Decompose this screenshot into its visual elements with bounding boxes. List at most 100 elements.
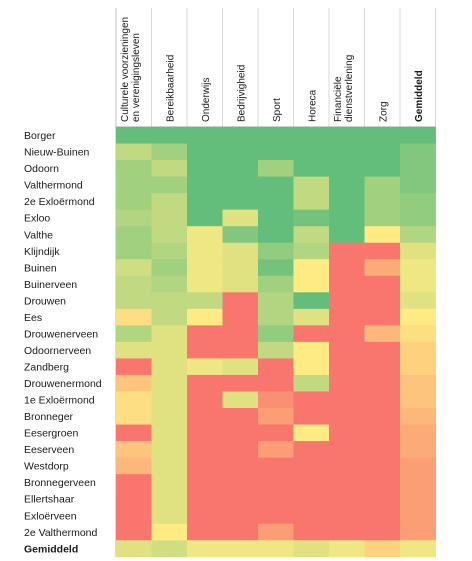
heatmap-cell bbox=[116, 275, 152, 293]
heatmap-cell bbox=[329, 408, 365, 425]
heatmap-cell bbox=[187, 127, 223, 144]
heatmap-cell bbox=[222, 259, 259, 277]
heatmap-cell bbox=[293, 441, 330, 458]
heatmap-cell bbox=[258, 193, 294, 211]
heatmap-cell bbox=[151, 226, 188, 244]
heatmap-cell bbox=[400, 143, 436, 161]
heatmap-cell bbox=[151, 374, 188, 392]
heatmap-cell bbox=[364, 540, 401, 558]
heatmap-cell bbox=[364, 209, 401, 227]
heatmap-cell bbox=[364, 226, 401, 244]
heatmap-cell bbox=[258, 259, 294, 277]
row-label: Bronnegerveen bbox=[24, 477, 96, 489]
heatmap-cell bbox=[151, 176, 188, 194]
heatmap-cell bbox=[151, 507, 188, 525]
heatmap-cell bbox=[151, 242, 188, 260]
row-label: 1e Exloërmond bbox=[24, 395, 95, 407]
heatmap-cell bbox=[293, 457, 330, 475]
heatmap-cell bbox=[329, 160, 365, 177]
heatmap-cell bbox=[400, 391, 436, 409]
heatmap-cell bbox=[222, 474, 259, 492]
heatmap-cell bbox=[116, 441, 152, 458]
heatmap-cell bbox=[364, 523, 401, 541]
row-label: Exloo bbox=[24, 213, 50, 225]
heatmap-cell bbox=[364, 490, 401, 508]
heatmap-cell bbox=[329, 424, 365, 442]
heatmap-cell bbox=[151, 341, 188, 359]
heatmap-cell bbox=[116, 193, 152, 211]
row-label: Nieuw-Buinen bbox=[24, 147, 90, 159]
heatmap-cell bbox=[116, 226, 152, 244]
heatmap-cell bbox=[400, 490, 436, 508]
heatmap-cells bbox=[116, 127, 436, 558]
row-label: Ees bbox=[24, 312, 42, 324]
heatmap-cell bbox=[151, 193, 188, 211]
row-label: Ellertshaar bbox=[24, 494, 75, 506]
column-header: Bereikbaarheid bbox=[165, 55, 176, 122]
heatmap-cell bbox=[293, 259, 330, 277]
heatmap-cell bbox=[187, 408, 223, 425]
heatmap-cell bbox=[400, 374, 436, 392]
heatmap-cell bbox=[187, 308, 223, 326]
heatmap-cell bbox=[222, 160, 259, 177]
heatmap-cell bbox=[187, 540, 223, 558]
heatmap-cell bbox=[329, 523, 365, 541]
heatmap-cell bbox=[187, 275, 223, 293]
heatmap-cell bbox=[187, 176, 223, 194]
heatmap-cell bbox=[116, 474, 152, 492]
row-label: Westdorp bbox=[24, 461, 69, 473]
heatmap-cell bbox=[364, 374, 401, 392]
heatmap-cell bbox=[329, 341, 365, 359]
heatmap-cell bbox=[222, 441, 259, 458]
heatmap-cell bbox=[222, 226, 259, 244]
heatmap-cell bbox=[187, 457, 223, 475]
row-label: Odoornerveen bbox=[24, 345, 91, 357]
heatmap-cell bbox=[293, 160, 330, 177]
heatmap-cell bbox=[222, 540, 259, 558]
heatmap-cell bbox=[116, 374, 152, 392]
heatmap-cell bbox=[293, 523, 330, 541]
heatmap-cell bbox=[364, 242, 401, 260]
heatmap-cell bbox=[364, 408, 401, 425]
heatmap-cell bbox=[187, 391, 223, 409]
row-label: Drouwen bbox=[24, 295, 66, 307]
heatmap-cell bbox=[400, 242, 436, 260]
heatmap-cell bbox=[293, 507, 330, 525]
row-label: 2e Valthermond bbox=[24, 527, 98, 539]
heatmap-cell bbox=[329, 259, 365, 277]
heatmap-cell bbox=[258, 226, 294, 244]
heatmap-cell bbox=[364, 308, 401, 326]
heatmap-cell bbox=[222, 358, 259, 376]
heatmap-cell bbox=[151, 540, 188, 558]
heatmap-cell bbox=[364, 160, 401, 177]
heatmap-cell bbox=[293, 193, 330, 211]
column-header: Financiële bbox=[333, 76, 344, 122]
heatmap-cell bbox=[116, 242, 152, 260]
heatmap-cell bbox=[187, 259, 223, 277]
heatmap-cell bbox=[187, 424, 223, 442]
heatmap-cell bbox=[293, 490, 330, 508]
heatmap-cell bbox=[364, 391, 401, 409]
row-label: Exloërveen bbox=[24, 510, 77, 522]
heatmap-cell bbox=[364, 507, 401, 525]
heatmap-cell bbox=[364, 292, 401, 310]
heatmap-cell bbox=[151, 474, 188, 492]
heatmap-cell bbox=[258, 391, 294, 409]
heatmap-cell bbox=[329, 308, 365, 326]
heatmap-cell bbox=[293, 209, 330, 227]
heatmap-cell bbox=[364, 424, 401, 442]
heatmap-cell bbox=[187, 441, 223, 458]
heatmap-cell bbox=[151, 308, 188, 326]
heatmap-cell bbox=[116, 127, 152, 144]
column-labels: Culturele voorzieningen en verenigingslev… bbox=[120, 17, 425, 122]
row-label: Valthermond bbox=[24, 180, 83, 192]
heatmap-cell bbox=[400, 441, 436, 458]
heatmap-cell bbox=[258, 160, 294, 177]
column-header: en verenigingsleven bbox=[131, 33, 142, 122]
heatmap-cell bbox=[222, 325, 259, 343]
heatmap-cell bbox=[329, 275, 365, 293]
row-label: Drouwenerveen bbox=[24, 328, 98, 340]
heatmap-cell bbox=[222, 292, 259, 310]
heatmap-cell bbox=[329, 325, 365, 343]
heatmap-cell bbox=[116, 292, 152, 310]
